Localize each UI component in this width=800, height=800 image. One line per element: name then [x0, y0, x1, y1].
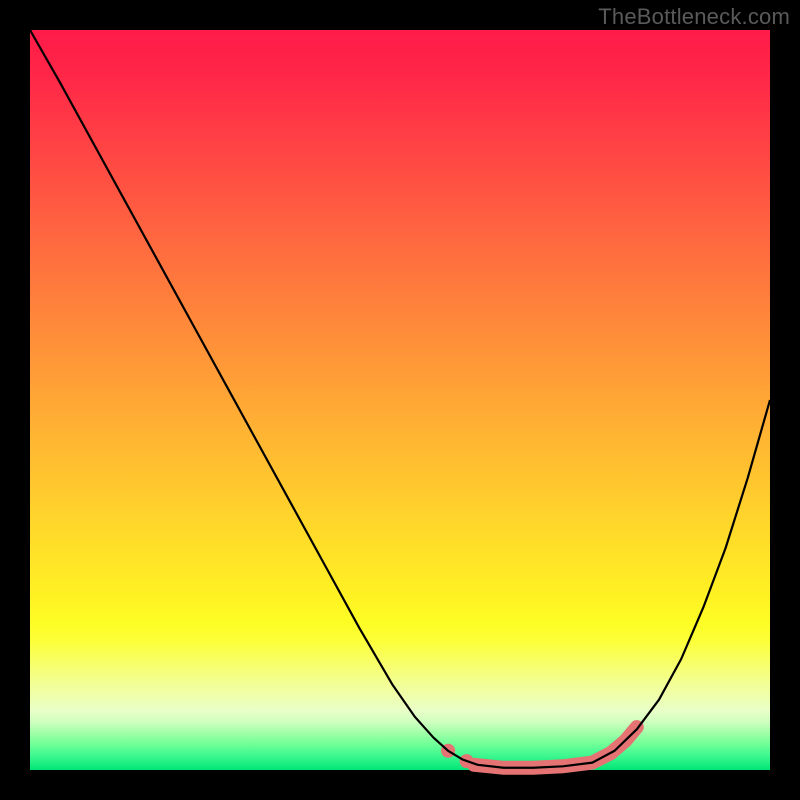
highlight-bar — [474, 753, 611, 768]
curve-svg — [0, 0, 800, 800]
watermark-text: TheBottleneck.com — [598, 4, 790, 30]
main-curve — [30, 30, 770, 768]
